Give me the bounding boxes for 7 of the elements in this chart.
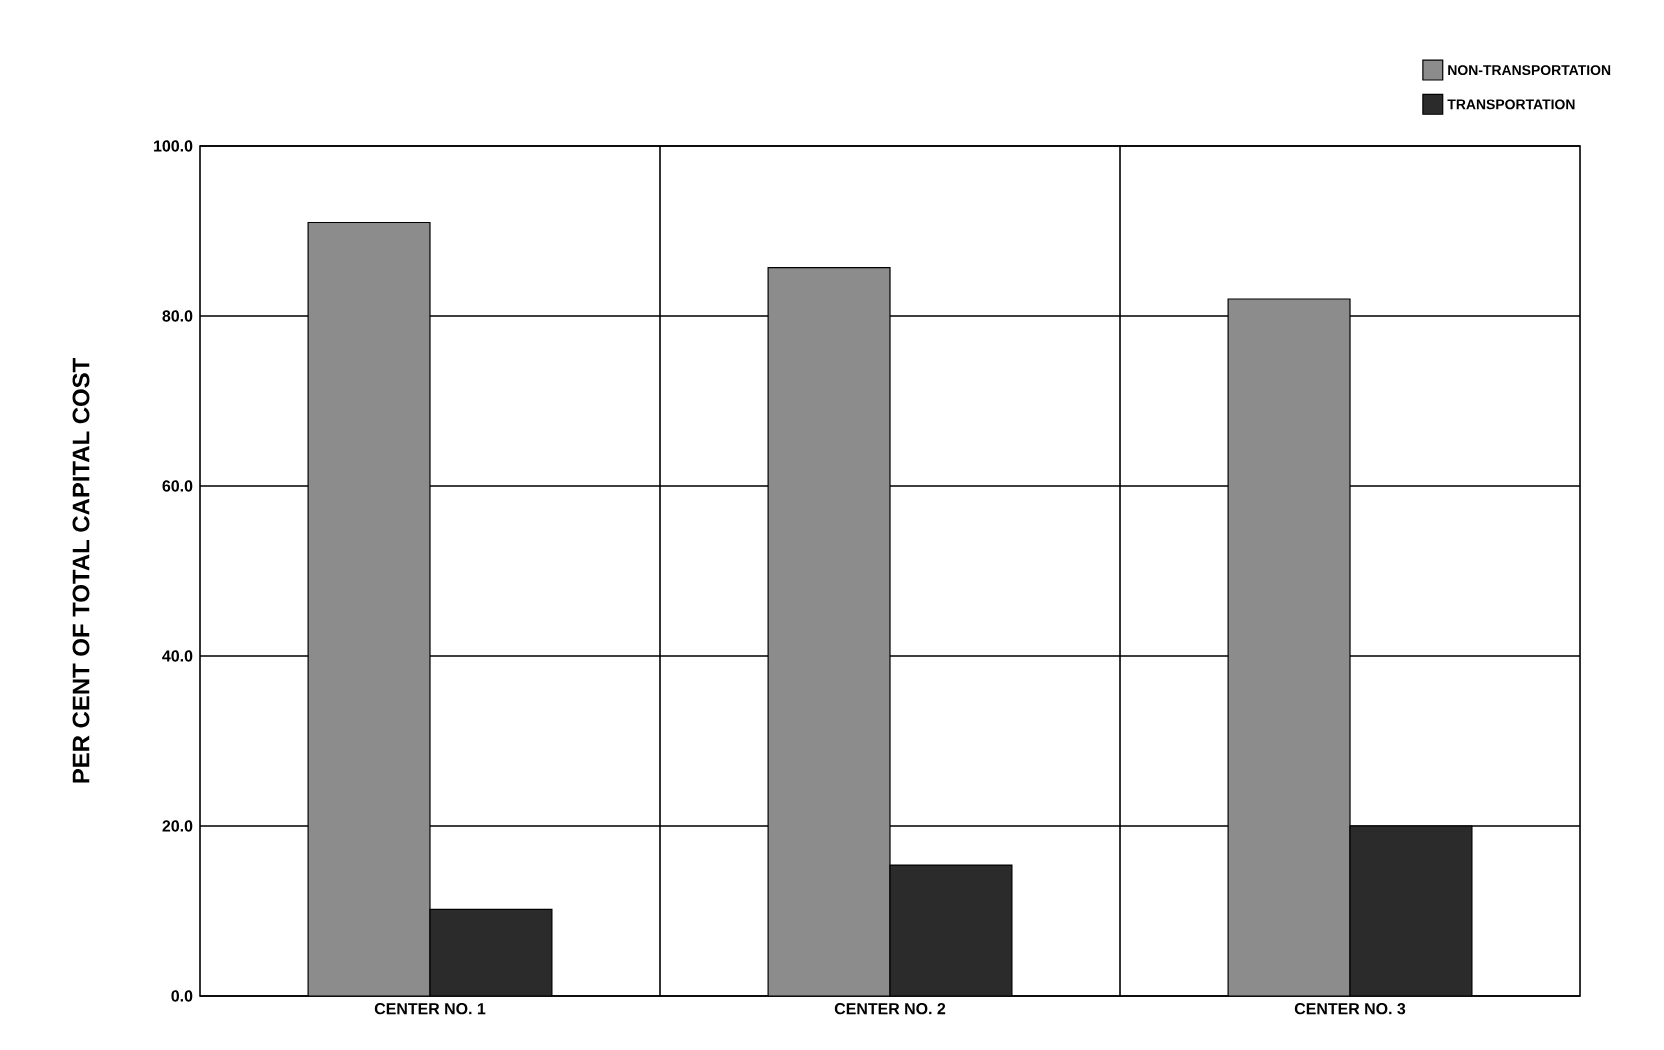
bar — [307, 221, 431, 996]
y-axis-title: PER CENT OF TOTAL CAPITAL COST — [72, 358, 90, 783]
bar — [429, 908, 553, 996]
bar — [767, 266, 891, 996]
bar — [889, 864, 1013, 996]
bar — [1227, 298, 1351, 996]
bar — [1349, 825, 1473, 996]
